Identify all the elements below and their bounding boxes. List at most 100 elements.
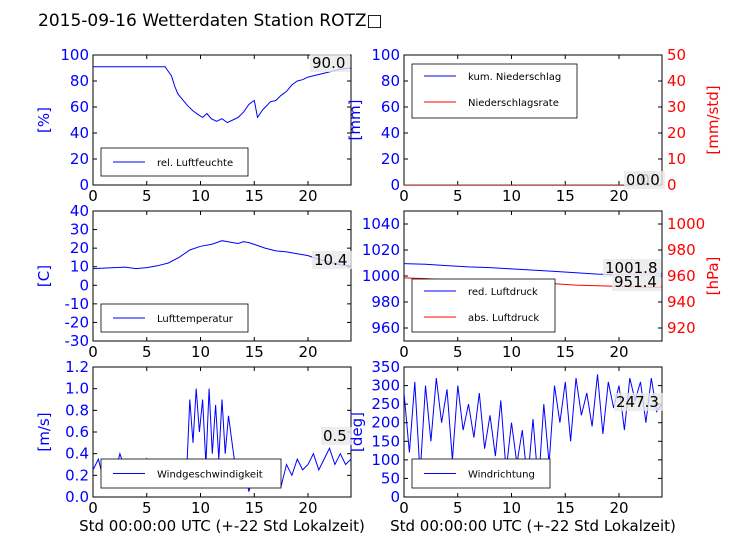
legend-entry: red. Luftdruck — [468, 287, 538, 298]
panel-precip: 0 5 10 15 20 0 20 40 60 80 100 0 10 20 30 40 50 [mm] [mm/s… — [346, 46, 722, 205]
series-line-windrichtung — [404, 374, 662, 486]
y-tick-label: 60 — [381, 98, 400, 116]
x-axis-label: Std 00:00:00 UTC (+-22 Std Lokalzeit) — [390, 517, 676, 535]
x-tick-label: 10 — [502, 499, 521, 517]
y-tick-label: 0 — [390, 488, 400, 506]
x-tick-label: 15 — [556, 499, 575, 517]
value-annotation: 1001.8 — [605, 259, 658, 277]
legend-entry: kum. Niederschlag — [468, 72, 561, 83]
x-tick-label: 10 — [191, 343, 210, 361]
y-tick-label: 0.6 — [65, 423, 89, 441]
annotation-box — [603, 259, 661, 277]
x-tick-label: 20 — [609, 187, 628, 205]
x-tick-label: 20 — [298, 187, 317, 205]
panel-windspeed: 0 5 10 15 20 0.0 0.2 0.4 0.6 0.8 1.0 1.2 [m/s] Std 00… — [35, 358, 365, 535]
y2-tick-label: 30 — [667, 98, 686, 116]
y-tick-label: 40 — [70, 124, 89, 142]
x-tick-label: 15 — [245, 343, 264, 361]
legend-entry: Windgeschwindigkeit — [157, 470, 263, 481]
x-tick-label: 20 — [298, 343, 317, 361]
y-axis-label: [mm] — [346, 100, 364, 141]
x-axis-label: Std 00:00:00 UTC (+-22 Std Lokalzeit) — [79, 517, 365, 535]
annotation-box — [612, 273, 661, 291]
x-tick-label: 5 — [142, 343, 152, 361]
y-tick-label: 30 — [70, 221, 89, 239]
legend-box — [411, 278, 556, 333]
y-tick-label: 20 — [381, 150, 400, 168]
y-tick-label: 40 — [381, 124, 400, 142]
panel-pressure: 0 5 10 15 20 960 980 1000 1020 1040 920 940 960 980 10… — [362, 210, 722, 361]
figure-title: 2015-09-16 Wetterdaten Station ROTZ□ — [38, 11, 383, 31]
legend-entry: Niederschlagsrate — [468, 98, 559, 109]
y-tick-label: 1.0 — [65, 380, 89, 398]
y-tick-label: 80 — [70, 72, 89, 90]
y-tick-label: 960 — [371, 319, 400, 337]
x-tick-label: 0 — [88, 343, 98, 361]
legend-entry: Lufttemperatur — [157, 314, 234, 325]
y2-tick-label: 20 — [667, 124, 686, 142]
value-annotation: 0.0 — [636, 171, 660, 189]
legend: Lufttemperatur — [100, 303, 249, 333]
x-tick-label: 20 — [298, 499, 317, 517]
legend: red. Luftdruck abs. Luftdruck — [411, 278, 556, 333]
x-tick-label: 5 — [453, 343, 463, 361]
y-tick-label: -20 — [65, 313, 90, 331]
y2-tick-label: 10 — [667, 150, 686, 168]
value-annotation: 90.0 — [312, 54, 345, 72]
y-tick-label: 0 — [390, 176, 400, 194]
y-tick-label: 40 — [70, 202, 89, 220]
y-tick-label: 0 — [79, 176, 89, 194]
y-tick-label: 150 — [371, 432, 400, 450]
x-tick-label: 5 — [142, 499, 152, 517]
x-tick-label: 0 — [399, 343, 409, 361]
y2-tick-label: 50 — [667, 46, 686, 64]
y2-axis-label: [hPa] — [704, 257, 722, 296]
y-axis-label: [m/s] — [35, 412, 53, 451]
y-tick-label: 10 — [70, 258, 89, 276]
x-tick-label: 0 — [88, 499, 98, 517]
series-line-lufttemperatur — [93, 240, 351, 270]
y-tick-label: 0 — [79, 276, 89, 294]
plot-frame — [403, 366, 663, 498]
y-tick-label: 80 — [381, 72, 400, 90]
annotation-box — [634, 171, 665, 189]
legend: kum. Niederschlag Niederschlagsrate — [411, 63, 578, 119]
value-annotation: 247.3 — [616, 393, 659, 411]
value-annotation: 10.4 — [314, 251, 347, 269]
x-tick-label: 15 — [556, 343, 575, 361]
x-tick-label: 10 — [191, 499, 210, 517]
y-tick-label: 60 — [70, 98, 89, 116]
y-tick-label: 250 — [371, 395, 400, 413]
x-tick-label: 10 — [502, 343, 521, 361]
panel-temperature: 0 5 10 15 20-30-20-10010203040[C]Lufttempera… — [35, 202, 352, 361]
y-tick-label: 100 — [371, 46, 400, 64]
plot-frame — [92, 210, 352, 342]
x-tick-label: 10 — [502, 187, 521, 205]
legend-entry: Windrichtung — [468, 470, 535, 481]
legend-entry: abs. Luftdruck — [468, 313, 539, 324]
y-tick-label: 100 — [371, 451, 400, 469]
x-tick-label: 20 — [609, 499, 628, 517]
y-tick-label: 200 — [371, 414, 400, 432]
x-tick-label: 15 — [245, 499, 264, 517]
y2-tick-label: 0 — [667, 176, 677, 194]
y-tick-label: 0.4 — [65, 445, 89, 463]
x-tick-label: 5 — [453, 499, 463, 517]
legend-box — [411, 63, 578, 119]
y-tick-label: 1020 — [362, 241, 400, 259]
series-line-rel-luftfeuchte — [93, 66, 351, 124]
y-axis-label: [%] — [35, 107, 53, 133]
x-tick-label: 10 — [191, 187, 210, 205]
y-tick-label: 350 — [371, 358, 400, 376]
x-tick-label: 15 — [245, 187, 264, 205]
y-tick-label: 100 — [60, 46, 89, 64]
y2-axis-label: [mm/std] — [704, 85, 722, 154]
y2-tick-label: 980 — [667, 241, 696, 259]
annotation-box — [312, 251, 352, 269]
y-tick-label: 0.2 — [65, 466, 89, 484]
x-tick-label: 15 — [556, 187, 575, 205]
legend-entry: rel. Luftfeuchte — [157, 158, 233, 169]
y-tick-label: 1.2 — [65, 358, 89, 376]
y-tick-label: 20 — [70, 150, 89, 168]
